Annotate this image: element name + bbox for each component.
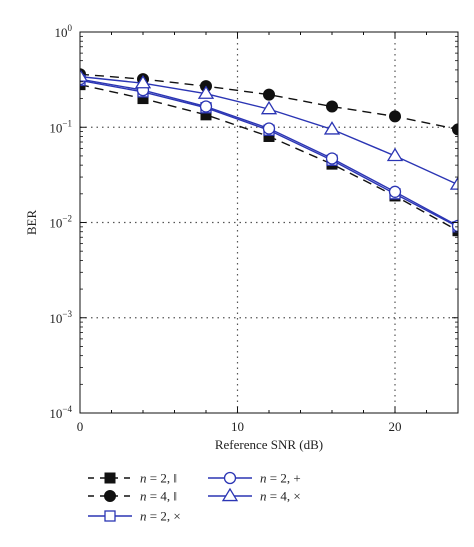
y-tick-label: 100 bbox=[55, 23, 73, 40]
axes: 0 10 20 10−4 10−3 10−2 10−1 100 bbox=[49, 23, 459, 434]
series-4-point bbox=[199, 100, 213, 113]
x-tick-label: 10 bbox=[231, 419, 244, 434]
series-layer bbox=[80, 68, 458, 237]
series-5 bbox=[80, 68, 458, 190]
legend-item-4: n = 2, + bbox=[208, 471, 301, 486]
x-axis-label: Reference SNR (dB) bbox=[215, 437, 323, 452]
series-5-point bbox=[197, 85, 215, 99]
x-tick-label: 20 bbox=[389, 419, 402, 434]
series-5-point bbox=[80, 68, 89, 82]
y-tick-label: 10−3 bbox=[49, 309, 72, 326]
series-5-point bbox=[386, 147, 404, 162]
series-5-point bbox=[323, 121, 341, 135]
series-4-point bbox=[262, 122, 276, 135]
y-tick-label: 10−2 bbox=[49, 214, 72, 231]
legend-item-2: n = 4, ‖ bbox=[88, 489, 177, 504]
legend-item-1: n = 2, ‖ bbox=[88, 471, 177, 486]
series-4-point bbox=[388, 185, 402, 198]
series-4-point bbox=[325, 152, 339, 165]
series-2-point bbox=[452, 123, 458, 136]
legend-item-5: n = 4, × bbox=[208, 487, 301, 504]
x-tick-label: 0 bbox=[77, 419, 84, 434]
y-tick-label: 10−4 bbox=[49, 404, 72, 421]
legend: n = 2, ‖ n = 4, ‖ n = 2, × n = 2, + n = 4, × bbox=[88, 471, 301, 524]
legend-marker bbox=[223, 471, 237, 485]
series-5-point bbox=[260, 100, 278, 115]
series-5-point bbox=[449, 176, 458, 190]
series-5-point bbox=[134, 74, 152, 89]
series-2-point bbox=[389, 110, 401, 123]
y-axis-label: BER bbox=[24, 210, 39, 236]
legend-label: n = 4, ‖ bbox=[140, 489, 177, 504]
y-tick-label: 10−1 bbox=[49, 118, 72, 135]
legend-marker bbox=[104, 472, 116, 484]
legend-marker bbox=[104, 510, 116, 522]
legend-marker bbox=[221, 487, 239, 502]
series-2-point bbox=[326, 100, 338, 113]
legend-label: n = 2, ‖ bbox=[140, 471, 177, 486]
legend-label: n = 2, + bbox=[260, 471, 301, 486]
legend-label: n = 2, × bbox=[140, 509, 181, 524]
series-4-point bbox=[451, 219, 458, 233]
legend-label: n = 4, × bbox=[260, 489, 301, 504]
series-2-point bbox=[263, 88, 275, 101]
legend-item-3: n = 2, × bbox=[88, 509, 181, 524]
legend-marker bbox=[104, 490, 116, 502]
